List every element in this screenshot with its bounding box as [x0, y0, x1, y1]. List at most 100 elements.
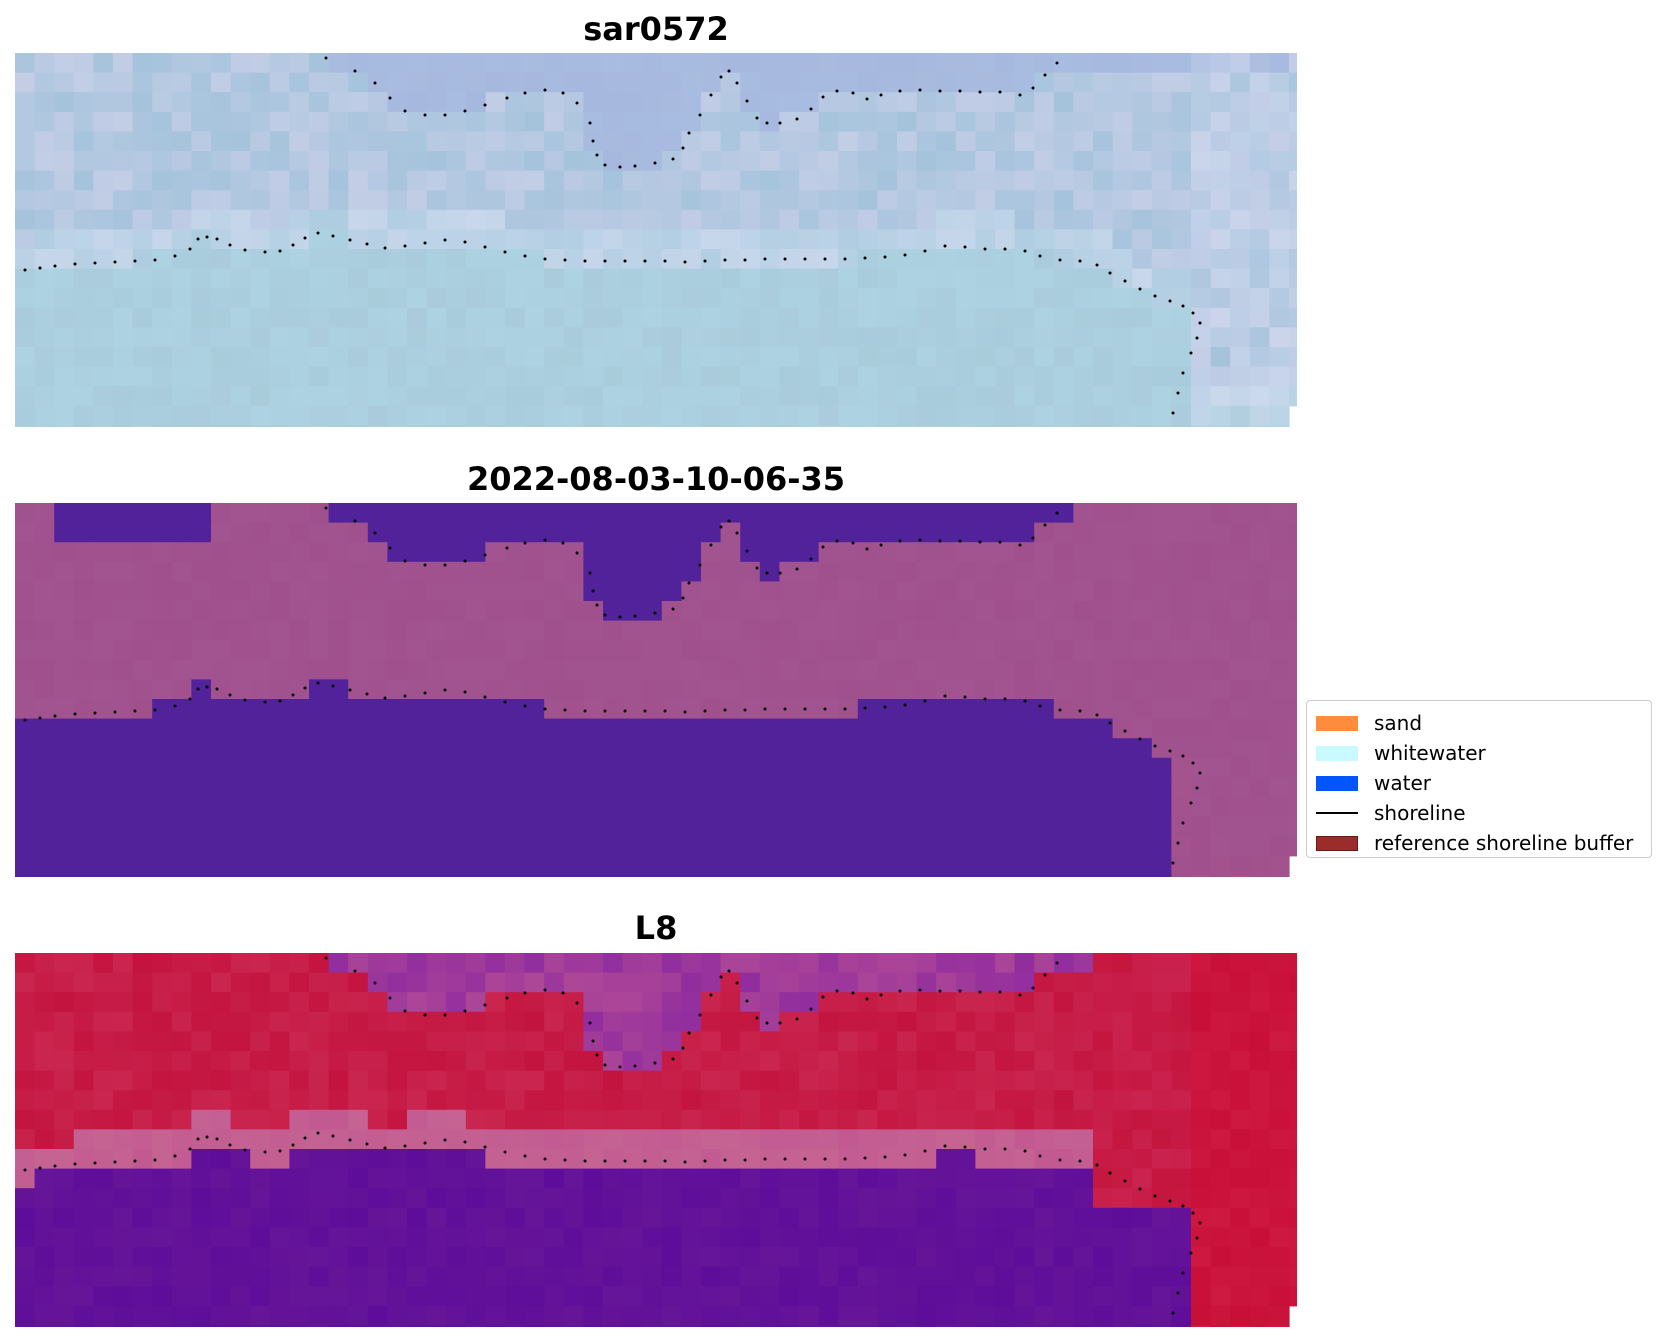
- shoreline-dot: [483, 1003, 487, 1007]
- shoreline-dot: [865, 997, 869, 1001]
- shoreline-dot: [1138, 287, 1142, 291]
- shoreline-dot: [1031, 536, 1035, 540]
- shoreline-dot: [331, 684, 335, 688]
- shoreline-dot: [727, 69, 731, 73]
- shoreline-dot: [603, 1063, 607, 1067]
- shoreline-dot: [263, 1150, 267, 1154]
- shoreline-dot: [1038, 254, 1042, 258]
- shoreline-dot: [809, 107, 813, 111]
- shoreline-dot: [663, 259, 667, 263]
- shoreline-dot: [353, 969, 357, 973]
- shoreline-dot: [403, 1144, 407, 1148]
- shoreline-dot: [595, 1053, 599, 1057]
- shoreline-dot: [403, 1009, 407, 1013]
- shoreline-dot: [324, 956, 328, 960]
- shoreline-dot: [1003, 247, 1007, 251]
- shoreline-dot: [1168, 749, 1172, 753]
- shoreline-dot: [1181, 754, 1185, 758]
- shoreline-dot: [865, 547, 869, 551]
- shoreline-dot: [687, 131, 691, 135]
- shoreline-dot: [958, 539, 962, 543]
- shoreline-dot: [983, 247, 987, 251]
- shoreline-dot: [93, 711, 97, 715]
- shoreline-dot: [291, 693, 295, 697]
- shoreline-dot: [316, 1131, 320, 1135]
- shoreline-dot: [681, 1046, 685, 1050]
- shoreline-dot: [1138, 737, 1142, 741]
- shoreline-dot: [423, 563, 427, 567]
- shoreline-dot: [963, 245, 967, 249]
- shoreline-dot: [1181, 304, 1185, 308]
- shoreline-dot: [851, 541, 855, 545]
- whitewater-swatch-icon: [1316, 745, 1358, 761]
- shoreline-dot: [1095, 713, 1099, 717]
- shoreline-dot: [603, 1159, 607, 1163]
- shoreline-dot: [505, 546, 509, 550]
- shoreline-dot: [1031, 986, 1035, 990]
- shoreline-dot: [113, 1160, 117, 1164]
- shoreline-dot: [263, 250, 267, 254]
- shoreline-dot: [778, 1021, 782, 1025]
- shoreline-dot: [843, 257, 847, 261]
- shoreline-dot: [938, 539, 942, 543]
- shoreline-dot: [1023, 249, 1027, 253]
- shoreline-dot: [1018, 993, 1022, 997]
- shoreline-dot: [1003, 697, 1007, 701]
- shoreline-dots: [23, 56, 1202, 415]
- shoreline-dot: [316, 231, 320, 235]
- raster-svg: [15, 53, 1297, 427]
- shoreline-dot: [543, 88, 547, 92]
- shoreline-dot: [983, 1147, 987, 1151]
- shoreline-dot: [633, 614, 637, 618]
- shoreline-dot: [588, 121, 592, 125]
- shoreline-dot: [1108, 1171, 1112, 1175]
- shoreline-dot: [633, 164, 637, 168]
- shoreline-dot: [403, 559, 407, 563]
- shoreline-dot: [505, 96, 509, 100]
- shoreline-dot: [388, 96, 392, 100]
- shoreline-dot: [1043, 973, 1047, 977]
- shoreline-dot: [278, 1149, 282, 1153]
- shoreline-dot: [1181, 1271, 1185, 1275]
- shoreline-dot: [898, 989, 902, 993]
- water-swatch-icon: [1316, 775, 1358, 791]
- shoreline-dot: [423, 1013, 427, 1017]
- shoreline-dot: [583, 1159, 587, 1163]
- shoreline-dot: [1189, 351, 1193, 355]
- shoreline-dot: [843, 1157, 847, 1161]
- shoreline-dot: [443, 113, 447, 117]
- shoreline-dot: [523, 991, 527, 995]
- legend-label: shoreline: [1374, 801, 1466, 825]
- shoreline-dot: [835, 539, 839, 543]
- shoreline-dot: [133, 259, 137, 263]
- shoreline-dot: [823, 257, 827, 261]
- panel-title-1: sar0572: [583, 10, 729, 48]
- shoreline-dot: [653, 1061, 657, 1065]
- shoreline-dot: [898, 539, 902, 543]
- shoreline-dot: [38, 1166, 42, 1170]
- shoreline-dot: [228, 693, 232, 697]
- shoreline-dot: [113, 260, 117, 264]
- shoreline-dot: [765, 1021, 769, 1025]
- shoreline-dot: [388, 546, 392, 550]
- shoreline-dot: [1055, 61, 1059, 65]
- shoreline-dot: [765, 121, 769, 125]
- shoreline-dot: [603, 259, 607, 263]
- shoreline-dot: [188, 1147, 192, 1151]
- shoreline-dot: [1176, 391, 1180, 395]
- shoreline-dot: [851, 991, 855, 995]
- shoreline-dot: [1078, 1159, 1082, 1163]
- shoreline-dot: [591, 139, 595, 143]
- shoreline-dot: [795, 567, 799, 571]
- shoreline-dot: [365, 1142, 369, 1146]
- shoreline-dot: [403, 109, 407, 113]
- shoreline-dot: [1189, 801, 1193, 805]
- shoreline-dot: [943, 1144, 947, 1148]
- shoreline-dot: [1138, 1187, 1142, 1191]
- shoreline-dot: [53, 264, 57, 268]
- shoreline-dot: [803, 707, 807, 711]
- shoreline-dot: [1176, 1291, 1180, 1295]
- image-panel-rgb: [15, 53, 1297, 427]
- shoreline-dot: [403, 694, 407, 698]
- shoreline-dot: [821, 545, 825, 549]
